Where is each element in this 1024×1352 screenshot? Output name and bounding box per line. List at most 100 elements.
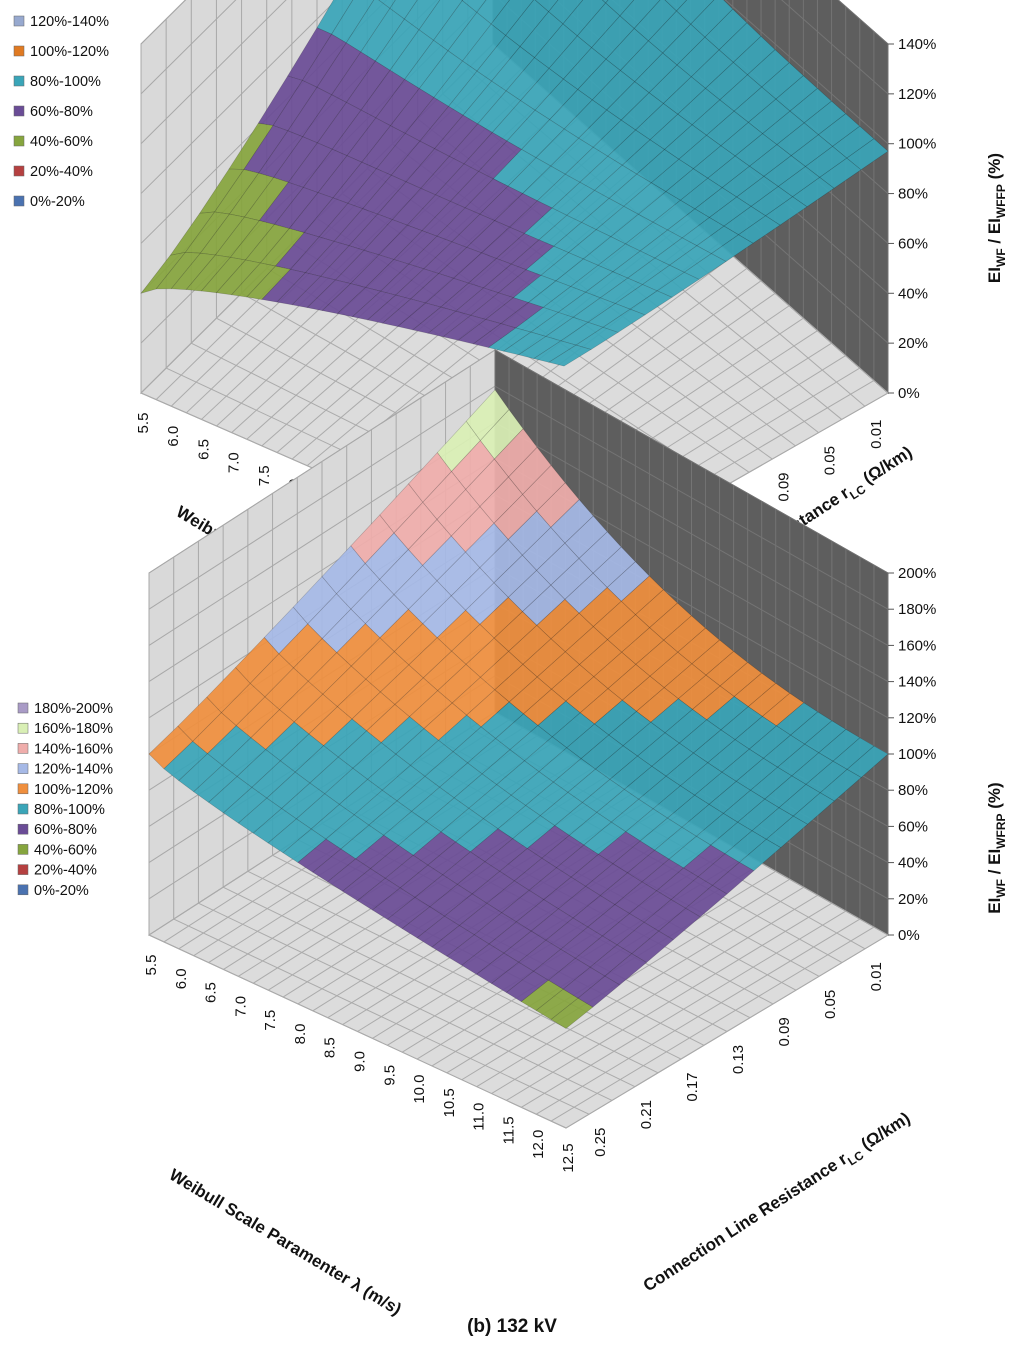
x-tick-label: 6.0 (173, 968, 190, 989)
z-tick-label: 0% (898, 927, 920, 944)
surface-cell (602, 308, 646, 333)
surface-cell (548, 344, 592, 367)
surface (148, 389, 889, 1029)
y-axis-title: Connection Line Resistance rLC (Ω/km) (640, 1108, 916, 1298)
y-tick-label: 0.05 (822, 990, 839, 1019)
y-tick-label: 0.17 (684, 1072, 701, 1101)
surface-cell (765, 815, 809, 848)
surface-cell (601, 0, 609, 4)
legend-swatch (13, 105, 25, 117)
surface-cell (664, 0, 688, 12)
legend-swatch (17, 823, 29, 835)
z-tick-label: 120% (898, 710, 936, 727)
surface-cell (490, 0, 535, 36)
x-tick-label: 11.0 (471, 1103, 488, 1131)
legend-swatch (17, 722, 29, 734)
legend-swatch (17, 864, 29, 875)
z-tick-label: 20% (898, 335, 928, 352)
legend-label: 120%-140% (30, 14, 109, 30)
surface-cell (792, 177, 835, 208)
surface-cell (331, 0, 375, 44)
x-tick-label: 6.0 (165, 426, 182, 447)
legend-label: 0%-20% (34, 883, 89, 899)
legend-swatch (17, 702, 29, 714)
grid-line-floor (222, 886, 636, 1088)
legend-label: 180%-200% (34, 701, 113, 717)
legend-label: 80%-100% (34, 802, 105, 818)
legend-label: 80%-100% (30, 74, 101, 90)
z-tick-label: 140% (898, 674, 936, 691)
z-axis-title: EIWF / EIWFRP (%) (985, 782, 1008, 913)
legend-swatch (13, 165, 25, 177)
surface-cell (631, 930, 674, 963)
grid-line-right (724, 0, 889, 145)
legend-label: 0%-20% (30, 194, 85, 210)
legend-swatch (13, 195, 25, 207)
legend-swatch (13, 45, 25, 57)
surface-cell (685, 885, 728, 918)
z-tick-label: 60% (898, 235, 928, 252)
surface-cell (765, 196, 808, 226)
z-tick-label: 100% (898, 136, 936, 153)
z-tick-label: 160% (898, 637, 936, 654)
z-axis-ticks: 0% 20% 40% 60% 80% 100% 120% 140% 160% 180% 200% (888, 565, 936, 944)
surface-cell (575, 326, 619, 350)
legend: 120%-140% 100%-120% 80%-100% 60%-80% 40%-60%… (13, 14, 109, 210)
legend-label: 140%-160% (34, 741, 113, 757)
z-tick-label: 100% (898, 746, 936, 763)
x-tick-label: 6.5 (203, 982, 220, 1003)
x-tick-label: 9.0 (352, 1051, 369, 1072)
grid-line-right (781, 0, 889, 95)
x-tick-label: 5.5 (143, 955, 160, 976)
x-tick-label: 8.0 (292, 1023, 309, 1044)
legend-label: 100%-120% (34, 782, 113, 798)
legend-swatch (17, 763, 29, 774)
chart-caption: (b) 132 kV (467, 1316, 557, 1337)
legend-label: 40%-60% (34, 842, 97, 858)
z-tick-label: 180% (898, 601, 936, 618)
z-tick-label: 60% (898, 818, 928, 835)
legend-swatch (17, 844, 29, 855)
x-tick-label: 12.5 (560, 1143, 577, 1172)
y-tick-label: 0.09 (776, 1017, 793, 1046)
surface-cell (605, 0, 635, 17)
grid-line-floor (148, 934, 567, 1129)
legend-swatch (13, 75, 25, 87)
y-tick-label: 0.05 (822, 446, 839, 475)
legend-label: 20%-40% (30, 164, 93, 180)
y-tick-label: 0.01 (868, 962, 885, 991)
y-tick-label: 0.25 (592, 1128, 609, 1157)
legend: 180%-200% 160%-180% 140%-160% 120%-140% 100%… (17, 701, 113, 899)
x-tick-label: 7.5 (262, 1010, 279, 1031)
grid-line-floor (247, 870, 659, 1074)
surface-cell (658, 907, 701, 941)
legend-label: 40%-60% (30, 134, 93, 150)
legend-label: 60%-80% (34, 822, 97, 838)
legend-swatch (17, 884, 29, 896)
grid-line-floor (198, 902, 613, 1101)
z-axis-ticks: 0% 20% 40% 60% 80% 100% 120% 140% (888, 36, 936, 402)
x-tick-label: 10.5 (441, 1088, 458, 1117)
x-tick-label: 7.0 (232, 996, 249, 1017)
legend-label: 20%-40% (34, 863, 97, 879)
legend-swatch (17, 743, 29, 754)
y-tick-label: 0.21 (638, 1100, 655, 1129)
x-tick-label: 8.5 (322, 1037, 339, 1058)
z-tick-label: 80% (898, 782, 928, 799)
surface (140, 0, 889, 367)
legend-swatch (13, 15, 25, 27)
z-tick-label: 20% (898, 891, 928, 908)
x-tick-label: 12.0 (530, 1130, 547, 1159)
x-tick-label: 10.0 (411, 1074, 428, 1103)
surface-cell (577, 975, 621, 1008)
x-axis-title: Weibull Scale Paramenter λ (m/s) (166, 1165, 405, 1319)
z-tick-label: 80% (898, 186, 928, 203)
z-tick-label: 140% (898, 36, 936, 53)
surface-cell (619, 0, 661, 29)
grid-line-left (140, 0, 287, 145)
x-tick-label: 9.5 (381, 1065, 398, 1086)
x-tick-label: 5.5 (135, 413, 152, 434)
y-axis-ticks: 0.01 0.05 0.09 0.13 0.17 0.21 0.25 (592, 962, 885, 1157)
surface-cell (548, 0, 584, 25)
